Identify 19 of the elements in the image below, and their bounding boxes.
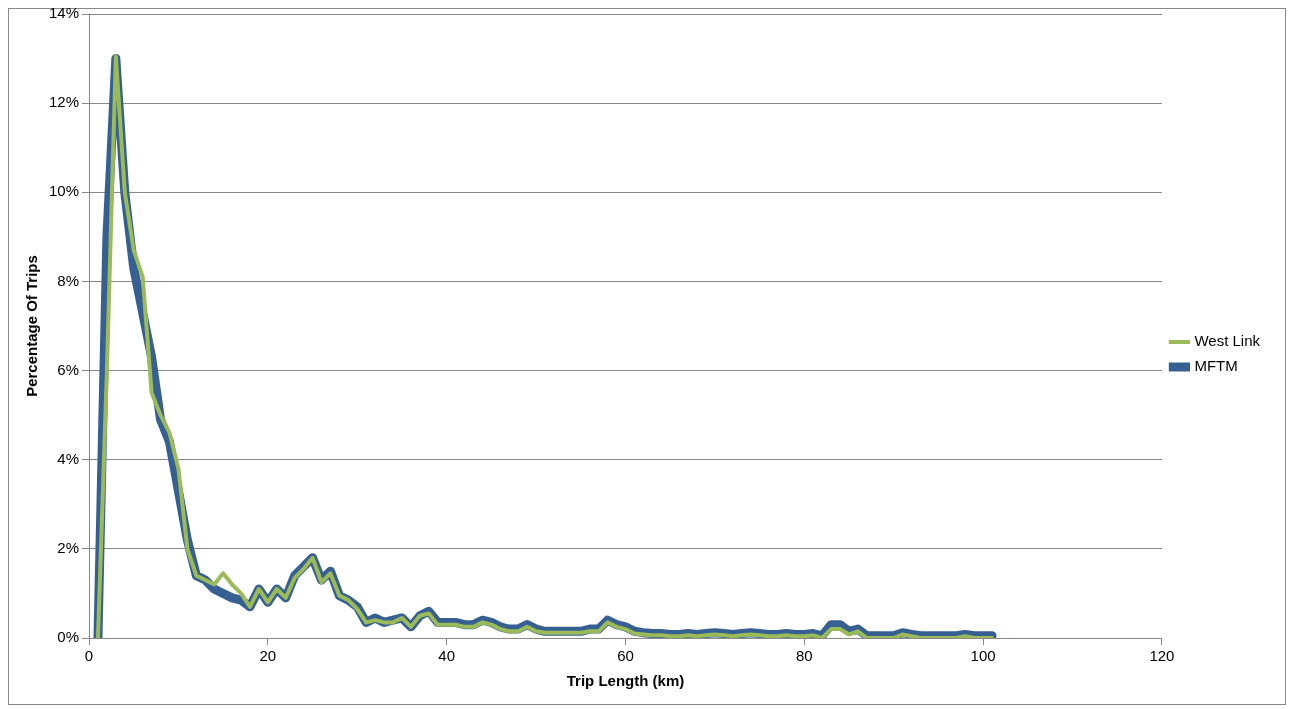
legend-label: West Link	[1194, 332, 1261, 350]
y-tick-label: 6%	[57, 360, 80, 378]
y-tick-label: 14%	[48, 4, 80, 22]
x-tick-label: 120	[1149, 647, 1175, 665]
legend-label: MFTM	[1194, 357, 1238, 375]
y-tick-label: 0%	[57, 628, 80, 646]
y-axis-title: Percentage Of Trips	[23, 255, 41, 397]
y-tick-label: 12%	[48, 93, 80, 111]
x-tick-label: 20	[259, 647, 277, 665]
y-tick-label: 2%	[57, 539, 80, 556]
x-axis-title: Trip Length (km)	[566, 672, 685, 690]
y-tick-label: 8%	[57, 271, 80, 289]
y-tick-label: 4%	[57, 449, 80, 467]
y-tick-label: 10%	[48, 182, 80, 200]
x-tick-label: 80	[795, 647, 813, 665]
x-tick-label: 40	[438, 647, 455, 665]
x-tick-label: 60	[617, 647, 634, 665]
x-tick-label: 100	[970, 647, 996, 665]
x-tick-label: 0	[84, 647, 94, 665]
